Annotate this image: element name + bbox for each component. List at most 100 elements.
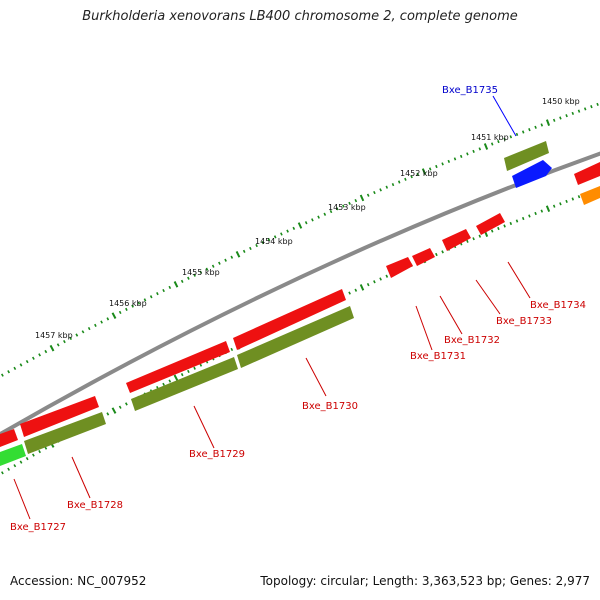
- scale-tick: [38, 353, 41, 357]
- gene-bxe-b1734[interactable]: [476, 213, 505, 235]
- gene-bxe-b1729-red[interactable]: [126, 341, 230, 393]
- scale-tick: [193, 273, 196, 277]
- gene-label-bxe-b1729[interactable]: Bxe_B1729: [189, 449, 245, 460]
- scale-tick: [366, 282, 370, 287]
- scale-tick: [373, 280, 376, 284]
- gene-label-bxe-b1734[interactable]: Bxe_B1734: [530, 300, 586, 311]
- gene-feature-orange[interactable]: [580, 186, 600, 205]
- gene-bxe-b1731[interactable]: [386, 257, 413, 278]
- chromosome-backbone: [0, 151, 600, 437]
- gene-label-bxe-b1727[interactable]: Bxe_B1727: [10, 522, 66, 533]
- scale-tick: [13, 464, 17, 468]
- scale-label-1454: 1454 kbp: [255, 237, 293, 246]
- scale-tick: [577, 195, 581, 199]
- leader-line-b1733: [475, 279, 501, 315]
- gene-label-bxe-b1732[interactable]: Bxe_B1732: [444, 335, 500, 346]
- scale-tick: [348, 291, 351, 295]
- scale-tick: [32, 356, 35, 360]
- scale-label-1453: 1453 kbp: [328, 203, 366, 212]
- scale-tick: [441, 250, 444, 254]
- scale-tick: [559, 116, 562, 120]
- gene-bxe-b1735[interactable]: [512, 160, 552, 188]
- scale-tick: [472, 237, 475, 241]
- scale-tick: [545, 119, 551, 126]
- scale-tick: [565, 199, 568, 203]
- scale-tick: [552, 204, 556, 208]
- gene-feature[interactable]: [574, 162, 600, 185]
- scale-tick: [509, 221, 513, 226]
- scale-tick: [267, 238, 271, 242]
- scale-tick: [162, 382, 165, 386]
- scale-tick: [162, 288, 165, 293]
- scale-tick: [503, 224, 506, 228]
- scale-tick: [552, 118, 556, 122]
- gene-bxe-b1733[interactable]: [442, 229, 471, 251]
- gene-label-bxe-b1728[interactable]: Bxe_B1728: [67, 500, 123, 511]
- scale-tick: [193, 366, 196, 370]
- scale-tick: [32, 453, 35, 457]
- scale-tick: [249, 246, 252, 251]
- leader-line-b1732: [439, 295, 463, 335]
- scale-tick: [391, 183, 395, 187]
- gene-label-bxe-b1733[interactable]: Bxe_B1733: [496, 316, 552, 327]
- scale-tick: [404, 177, 407, 181]
- scale-tick: [106, 412, 110, 416]
- scale-tick: [118, 310, 122, 315]
- scale-tick: [44, 349, 48, 354]
- scale-tick: [421, 168, 427, 175]
- scale-tick: [577, 109, 581, 113]
- scale-tick: [81, 330, 85, 334]
- gene-label-bxe-b1730[interactable]: Bxe_B1730: [302, 401, 358, 412]
- scale-tick: [205, 267, 209, 271]
- scale-tick: [168, 285, 172, 290]
- scale-tick: [583, 107, 587, 111]
- scale-tick: [292, 226, 296, 230]
- scale-tick: [75, 333, 79, 337]
- scale-tick: [94, 323, 97, 327]
- scale-tick: [590, 105, 593, 109]
- leader-line-b1727: [13, 478, 31, 520]
- scale-tick: [137, 301, 141, 305]
- scale-tick: [528, 128, 531, 132]
- scale-tick: [379, 277, 382, 281]
- scale-tick: [118, 405, 122, 409]
- scale-tick: [385, 274, 389, 278]
- gene-bxe-b1730[interactable]: [237, 306, 354, 368]
- gene-bxe-b1729[interactable]: [131, 357, 238, 411]
- scale-tick: [323, 212, 327, 216]
- scale-label-1452: 1452 kbp: [400, 169, 438, 178]
- map-title: Burkholderia xenovorans LB400 chromosome…: [82, 9, 518, 24]
- scale-tick: [466, 152, 469, 156]
- scale-label-1456: 1456 kbp: [109, 299, 147, 308]
- scale-tick: [255, 243, 258, 248]
- topology-text: Topology: circular; Length: 3,363,523 bp…: [260, 574, 590, 588]
- scale-tick: [373, 190, 376, 195]
- gene-bxe-b1728[interactable]: [24, 412, 106, 454]
- gene-bxe-b1735-olive[interactable]: [504, 141, 549, 171]
- scale-tick: [143, 298, 147, 302]
- scale-tick: [168, 379, 172, 383]
- scale-tick: [329, 209, 333, 214]
- scale-tick: [156, 292, 159, 296]
- scale-tick: [230, 347, 234, 352]
- scale-tick: [515, 132, 519, 136]
- gene-bxe-b1727-red[interactable]: [0, 429, 18, 447]
- scale-tick: [359, 284, 365, 291]
- scale-tick: [478, 147, 482, 151]
- gene-label-bxe-b1731[interactable]: Bxe_B1731: [410, 351, 466, 362]
- scale-tick: [416, 172, 420, 176]
- scale-tick: [25, 359, 29, 364]
- gene-bxe-b1727[interactable]: [0, 444, 26, 466]
- gene-bxe-b1732[interactable]: [412, 248, 435, 266]
- gene-label-bxe-b1735[interactable]: Bxe_B1735: [442, 85, 498, 96]
- scale-tick: [7, 370, 10, 374]
- scale-tick: [311, 218, 314, 222]
- gene-bxe-b1728-red[interactable]: [20, 396, 99, 437]
- scale-tick: [106, 317, 110, 321]
- scale-tick: [472, 149, 475, 153]
- leader-line-b1730: [305, 357, 327, 397]
- scale-tick: [515, 219, 519, 223]
- gene-bxe-b1730-red[interactable]: [233, 289, 346, 350]
- scale-tick: [540, 123, 544, 127]
